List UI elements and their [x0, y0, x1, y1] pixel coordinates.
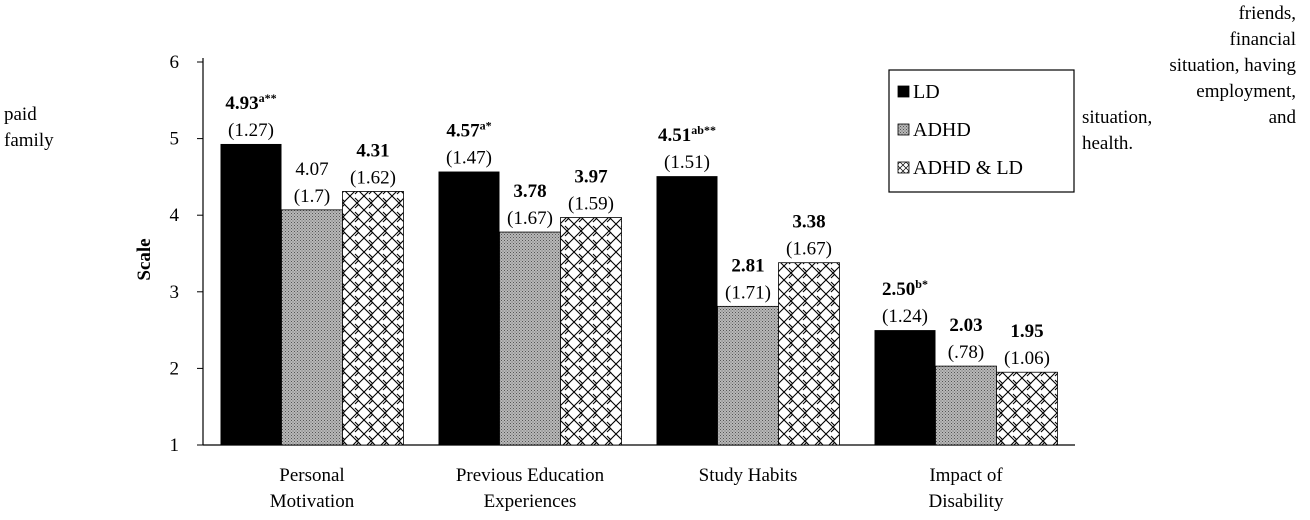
data-label-number: 3.97 [574, 166, 608, 187]
bar-adhd-ld-1 [560, 217, 622, 446]
data-label-sd: (1.24) [882, 306, 928, 327]
data-label-superscript: a** [259, 91, 277, 105]
data-label-number: 4.93 [225, 93, 258, 114]
data-label-number: 2.81 [731, 255, 764, 276]
data-label-number: 1.95 [1010, 321, 1043, 342]
y-tick-label: 1 [170, 435, 180, 456]
data-label-number: 3.38 [792, 212, 825, 233]
data-label-sd: (1.06) [1004, 348, 1050, 369]
legend-swatch-0 [897, 85, 910, 98]
data-label-number: 2.50 [882, 279, 915, 300]
y-tick-label: 3 [170, 282, 180, 303]
x-category-label: Study Habits [699, 465, 798, 486]
legend-swatch-2 [897, 161, 910, 174]
data-label-number: 4.51 [658, 125, 691, 146]
bar-adhd-3 [935, 365, 997, 446]
data-label-number: 4.57 [446, 121, 480, 142]
bar-adhd-2 [717, 305, 779, 446]
data-label-value: 3.78 [513, 181, 546, 202]
x-category-label: Disability [929, 491, 1004, 512]
data-label-number: 3.78 [513, 181, 546, 202]
y-tick-label: 4 [170, 205, 180, 226]
left-text-line: paid [4, 104, 37, 125]
bar-ld-1 [438, 171, 500, 445]
data-label-value: 1.95 [1010, 321, 1043, 342]
data-label-value: 4.51ab** [658, 123, 716, 146]
data-label-sd: (1.7) [294, 186, 330, 207]
data-label-value: 2.81 [731, 255, 764, 276]
data-label-value: 3.97 [574, 166, 608, 187]
right-margin-text: friends, financial situation, having emp… [1082, 1, 1296, 157]
right-text-line: situation, [1082, 107, 1153, 128]
legend-item-label: LD [913, 81, 940, 103]
data-label-sd: (1.27) [228, 120, 274, 141]
data-label-sd: (1.71) [725, 282, 771, 303]
bar-adhd-ld-3 [996, 371, 1058, 446]
right-text-line: employment, [1196, 81, 1296, 102]
x-category-label: Experiences [484, 491, 577, 512]
bars [220, 143, 1058, 446]
right-text-line: situation, having [1169, 55, 1296, 76]
bar-ld-0 [220, 143, 282, 445]
legend: LD ADHD ADHD & LD [888, 69, 1075, 193]
data-label-sd: (1.67) [507, 208, 553, 229]
bar-adhd-1 [499, 231, 561, 446]
data-label-value: 3.38 [792, 212, 825, 233]
data-labels: 4.93a** (1.27) 4.57a* (1.47) 4.51ab** (1.51) 2… [225, 91, 1050, 369]
data-label-value: 2.50b* [882, 277, 928, 300]
data-label-superscript: b* [915, 277, 928, 291]
right-text-line: and [1268, 107, 1296, 128]
right-text-justified-line: situation, and [1082, 105, 1296, 131]
y-tick-label: 2 [170, 358, 180, 379]
right-text-line: health. [1082, 133, 1134, 154]
right-text-line: financial [1229, 29, 1296, 50]
data-label-sd: (1.51) [664, 152, 710, 173]
data-label-value: 4.31 [356, 140, 389, 161]
data-label-sd: (1.67) [786, 239, 832, 260]
legend-swatch-1 [897, 123, 910, 136]
x-category-label: Motivation [270, 491, 355, 512]
data-label-sd: (1.59) [568, 193, 614, 214]
left-text-line: family [4, 130, 54, 151]
y-tick-label: 5 [170, 129, 180, 150]
data-label-number: 4.07 [295, 159, 328, 180]
data-label-value: 4.07 [295, 159, 328, 180]
legend-box [888, 69, 1075, 193]
data-label-sd: (.78) [948, 342, 984, 363]
data-label-value: 4.57a* [446, 119, 491, 142]
x-category-label: Personal [279, 465, 344, 486]
y-tick-label: 6 [170, 52, 180, 73]
x-category-label: Previous Education [456, 465, 605, 486]
y-axis-label: Scale [134, 238, 155, 280]
data-label-superscript: ab** [691, 123, 716, 137]
bar-ld-2 [656, 176, 718, 445]
data-label-sd: (1.47) [446, 148, 492, 169]
legend-item-label: ADHD [913, 119, 971, 141]
bar-adhd-ld-2 [778, 262, 840, 446]
bar-adhd-ld-0 [342, 191, 404, 446]
data-label-sd: (1.62) [350, 167, 396, 188]
legend-item-label: ADHD & LD [913, 157, 1023, 179]
data-label-number: 4.31 [356, 140, 389, 161]
data-label-superscript: a* [480, 119, 492, 133]
left-margin-text: paid family [4, 102, 54, 154]
axes: 1 2 3 4 5 6 Scale Personal Motivation Previous Ed… [134, 52, 1075, 512]
right-text-line: friends, [1238, 3, 1296, 24]
data-label-number: 2.03 [949, 315, 982, 336]
data-label-value: 2.03 [949, 315, 982, 336]
bar-adhd-0 [281, 209, 343, 446]
bar-ld-3 [874, 330, 936, 445]
data-label-value: 4.93a** [225, 91, 276, 114]
x-category-label: Impact of [929, 465, 1003, 486]
